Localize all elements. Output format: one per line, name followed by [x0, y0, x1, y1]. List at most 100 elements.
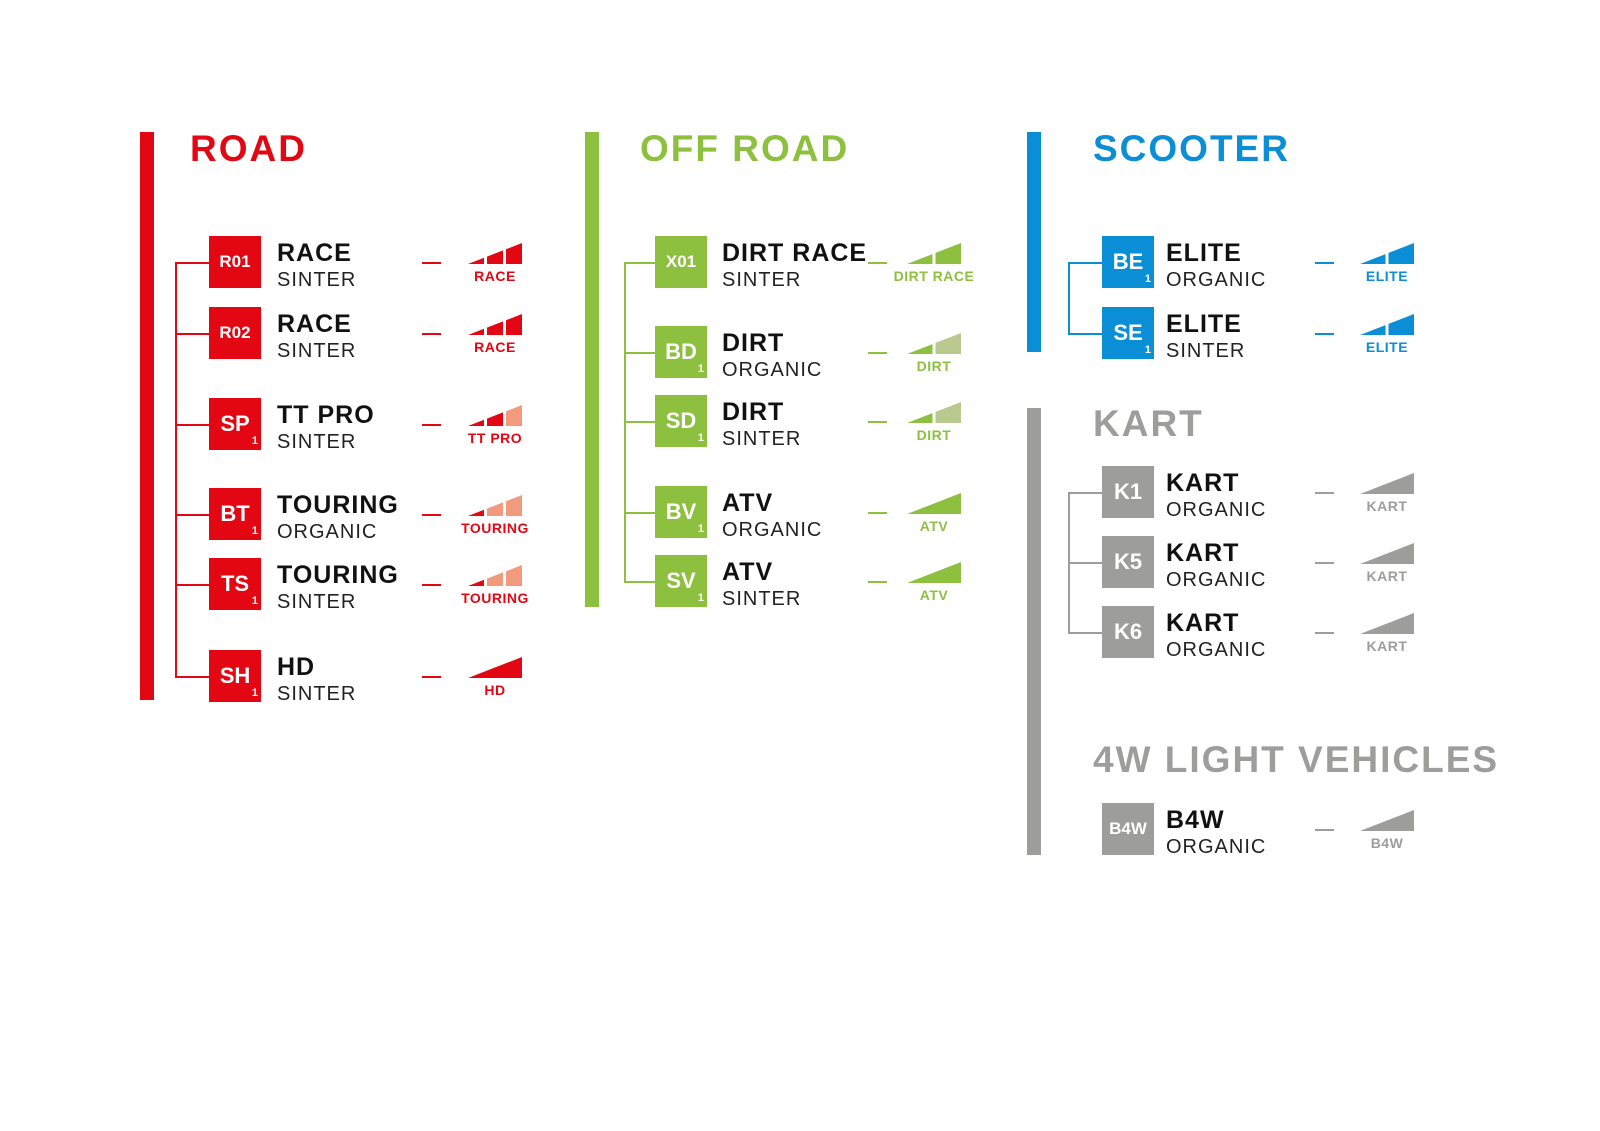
product-code-badge[interactable]: BE 1	[1102, 236, 1154, 288]
offroad-section-title: OFF ROAD	[640, 128, 850, 169]
ramp-segment	[1360, 325, 1386, 335]
connector-dash	[868, 512, 887, 514]
compound-type: SINTER	[277, 591, 357, 613]
product-code: B4W	[1109, 819, 1147, 838]
compound-type: ORGANIC	[1166, 499, 1267, 521]
product-code-subscript: 1	[697, 523, 704, 535]
product-code-badge[interactable]: B4W	[1102, 803, 1154, 855]
compound-type: SINTER	[277, 683, 357, 705]
ramp-segment	[935, 402, 961, 423]
road-section-title: ROAD	[190, 128, 307, 169]
scooter-section-title: SCOOTER	[1093, 128, 1290, 169]
product-code-badge[interactable]: SH 1	[209, 650, 261, 702]
kart-section-title: KART	[1093, 403, 1204, 444]
performance-level-label: KART	[1366, 638, 1408, 654]
compound-type: SINTER	[722, 269, 802, 291]
ramp-segment	[1388, 314, 1414, 335]
connector-dash	[868, 421, 887, 423]
product-code-badge[interactable]: K5	[1102, 536, 1154, 588]
performance-level-label: KART	[1366, 568, 1408, 584]
compound-type: SINTER	[277, 340, 357, 362]
performance-level-label: TOURING	[461, 590, 529, 606]
ramp-segment	[487, 412, 503, 426]
tree-branch	[624, 421, 655, 423]
tree-connector	[175, 262, 177, 676]
product-code: TS	[220, 571, 250, 596]
performance-level-label: RACE	[474, 268, 516, 284]
product-code-badge[interactable]: BV 1	[655, 486, 707, 538]
connector-dash	[422, 333, 441, 335]
performance-level-ramp-icon	[907, 333, 961, 354]
ramp-segment	[487, 321, 503, 335]
performance-level-ramp-icon	[907, 562, 961, 583]
performance-level-ramp-icon	[1360, 243, 1414, 264]
tree-branch	[1068, 492, 1102, 494]
product-name: KART	[1166, 469, 1240, 497]
product-code: BE	[1112, 249, 1144, 274]
product-code-subscript: 1	[697, 363, 704, 375]
product-code-subscript: 1	[1144, 344, 1151, 356]
connector-dash	[1315, 632, 1334, 634]
product-code-badge[interactable]: TS 1	[209, 558, 261, 610]
performance-level-label: ELITE	[1365, 268, 1409, 284]
performance-level-label: DIRT	[916, 427, 952, 443]
product-name: DIRT RACE	[722, 239, 868, 267]
product-code: K1	[1113, 479, 1143, 504]
compound-type: ORGANIC	[1166, 269, 1267, 291]
product-name: RACE	[277, 239, 352, 267]
ramp-segment	[487, 502, 503, 516]
product-code-badge[interactable]: SE 1	[1102, 307, 1154, 359]
connector-dash	[868, 352, 887, 354]
ramp-segment	[468, 657, 522, 678]
ramp-segment	[468, 579, 484, 586]
product-code-badge[interactable]: BT 1	[209, 488, 261, 540]
ramp-segment	[468, 419, 484, 426]
product-code: R02	[219, 323, 251, 342]
product-code-subscript: 1	[251, 435, 258, 447]
tree-branch	[1068, 333, 1102, 335]
product-code: BD	[665, 339, 697, 364]
product-code-badge[interactable]: K1	[1102, 466, 1154, 518]
performance-level-ramp-icon	[1360, 613, 1414, 634]
compound-type: SINTER	[1166, 340, 1246, 362]
ramp-segment	[1360, 254, 1386, 264]
connector-dash	[422, 676, 441, 678]
product-code: BV	[665, 499, 697, 524]
product-name: ELITE	[1166, 310, 1242, 338]
ramp-segment	[1360, 543, 1414, 564]
tree-branch	[175, 424, 209, 426]
connector-dash	[1315, 333, 1334, 335]
product-name: KART	[1166, 609, 1240, 637]
connector-dash	[1315, 562, 1334, 564]
performance-level-ramp-icon	[468, 495, 522, 516]
product-code: SD	[665, 408, 697, 433]
tree-branch	[1068, 562, 1102, 564]
offroad-section-bar	[585, 132, 599, 607]
ramp-segment	[506, 495, 522, 516]
tree-branch	[175, 676, 209, 678]
product-code: SV	[666, 568, 696, 593]
product-name: TOURING	[277, 561, 399, 589]
tree-branch	[175, 514, 209, 516]
ramp-segment	[1360, 473, 1414, 494]
product-name: KART	[1166, 539, 1240, 567]
product-code-badge[interactable]: SV 1	[655, 555, 707, 607]
product-code: BT	[220, 501, 250, 526]
product-code-badge[interactable]: R01	[209, 236, 261, 288]
product-name: DIRT	[722, 329, 785, 357]
performance-level-label: B4W	[1370, 835, 1404, 851]
product-code-badge[interactable]: BD 1	[655, 326, 707, 378]
product-code-badge[interactable]: SP 1	[209, 398, 261, 450]
ramp-segment	[506, 314, 522, 335]
product-code-badge[interactable]: SD 1	[655, 395, 707, 447]
tree-branch	[1068, 262, 1102, 264]
tree-branch	[1068, 632, 1102, 634]
performance-level-ramp-icon	[1360, 314, 1414, 335]
compound-type: ORGANIC	[722, 359, 823, 381]
performance-level-label: KART	[1366, 498, 1408, 514]
product-code-badge[interactable]: R02	[209, 307, 261, 359]
product-code-badge[interactable]: X01	[655, 236, 707, 288]
ramp-segment	[506, 243, 522, 264]
product-code-badge[interactable]: K6	[1102, 606, 1154, 658]
performance-level-label: HD	[484, 682, 506, 698]
